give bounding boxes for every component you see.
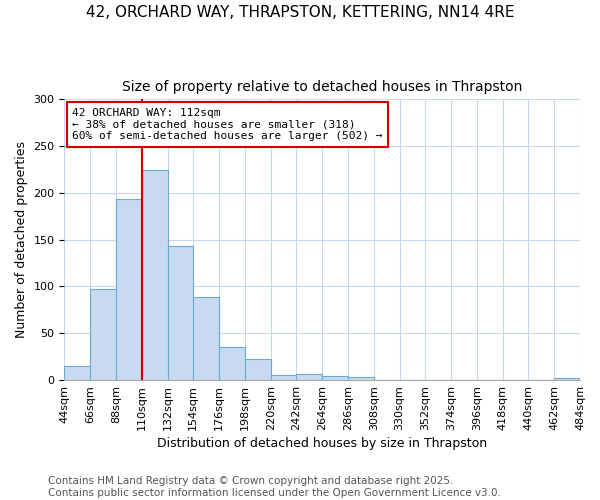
Text: 42 ORCHARD WAY: 112sqm
← 38% of detached houses are smaller (318)
60% of semi-de: 42 ORCHARD WAY: 112sqm ← 38% of detached… (72, 108, 383, 141)
Title: Size of property relative to detached houses in Thrapston: Size of property relative to detached ho… (122, 80, 523, 94)
Text: Contains HM Land Registry data © Crown copyright and database right 2025.
Contai: Contains HM Land Registry data © Crown c… (48, 476, 501, 498)
Bar (219, 348, 245, 380)
Bar (64, 366, 90, 380)
Bar (554, 378, 580, 380)
Bar (322, 376, 348, 380)
Bar (296, 374, 322, 380)
Bar (142, 170, 167, 380)
Y-axis label: Number of detached properties: Number of detached properties (15, 141, 28, 338)
Bar (90, 290, 116, 380)
Bar (271, 376, 296, 380)
Text: 42, ORCHARD WAY, THRAPSTON, KETTERING, NN14 4RE: 42, ORCHARD WAY, THRAPSTON, KETTERING, N… (86, 5, 514, 20)
Bar (167, 246, 193, 380)
Bar (245, 358, 271, 380)
Bar (348, 378, 374, 380)
X-axis label: Distribution of detached houses by size in Thrapston: Distribution of detached houses by size … (157, 437, 487, 450)
Bar (193, 297, 219, 380)
Bar (116, 200, 142, 380)
